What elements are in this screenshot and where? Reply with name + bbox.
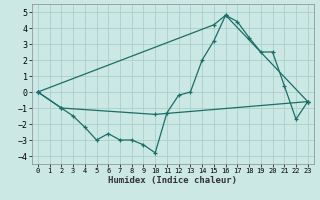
X-axis label: Humidex (Indice chaleur): Humidex (Indice chaleur) — [108, 176, 237, 185]
